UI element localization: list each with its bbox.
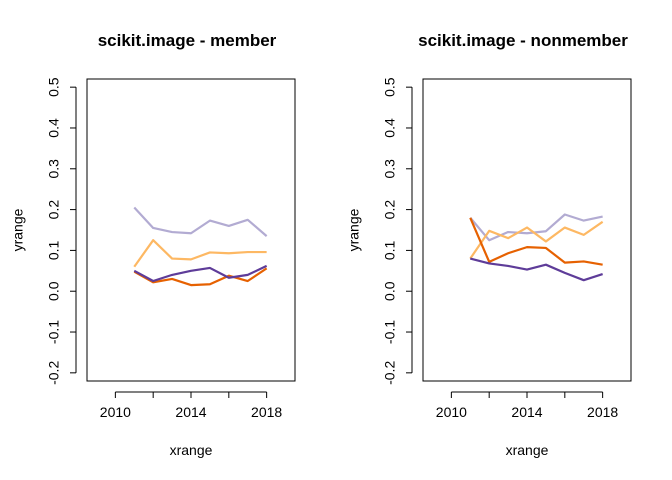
y-tick-label: 0.5: [382, 77, 398, 97]
y-tick-label: 0.1: [382, 240, 398, 260]
y-tick-label: 0.3: [46, 159, 62, 179]
series-line-4: [469, 257, 603, 282]
y-tick-label: 0.5: [46, 77, 62, 97]
y-tick-label: -0.2: [382, 361, 398, 385]
chart-title: scikit.image - nonmember: [418, 31, 628, 50]
x-axis-label: xrange: [506, 442, 549, 458]
y-tick-label: 0.3: [382, 159, 398, 179]
y-tick-label: 0.2: [46, 200, 62, 220]
series-line-2: [469, 220, 604, 260]
chart-title: scikit.image - member: [98, 31, 277, 50]
x-tick-label: 2010: [436, 404, 467, 420]
series-line-3: [469, 217, 603, 266]
x-tick-label: 2010: [100, 404, 131, 420]
y-tick-label: -0.1: [46, 320, 62, 344]
series-line-3: [133, 267, 268, 287]
plot-frame: [86, 78, 296, 382]
series-line-1: [133, 206, 268, 237]
member-chart-panel: scikit.image - member 2010 2014 2018 -0.2 -0.…: [10, 31, 296, 458]
y-axis-label: yrange: [346, 208, 362, 251]
plot-frame: [422, 78, 632, 382]
x-tick-label: 2014: [175, 404, 206, 420]
y-tick-label: 0.2: [382, 200, 398, 220]
x-axis-label: xrange: [170, 442, 213, 458]
y-tick-label: 0.4: [382, 118, 398, 138]
y-tick-label: 0.0: [382, 281, 398, 301]
y-tick-label: 0.0: [46, 281, 62, 301]
series-line-2: [133, 239, 267, 268]
y-tick-label: -0.2: [46, 361, 62, 385]
x-tick-label: 2018: [587, 404, 618, 420]
y-tick-label: -0.1: [382, 320, 398, 344]
nonmember-chart-panel: scikit.image - nonmember 2010 2014 2018 -0.2…: [346, 31, 632, 458]
y-tick-label: 0.4: [46, 118, 62, 138]
series-line-4: [133, 264, 268, 283]
x-tick-label: 2014: [511, 404, 542, 420]
y-axis-label: yrange: [10, 208, 26, 251]
series-line-1: [469, 213, 603, 242]
x-tick-label: 2018: [251, 404, 282, 420]
y-tick-label: 0.1: [46, 240, 62, 260]
